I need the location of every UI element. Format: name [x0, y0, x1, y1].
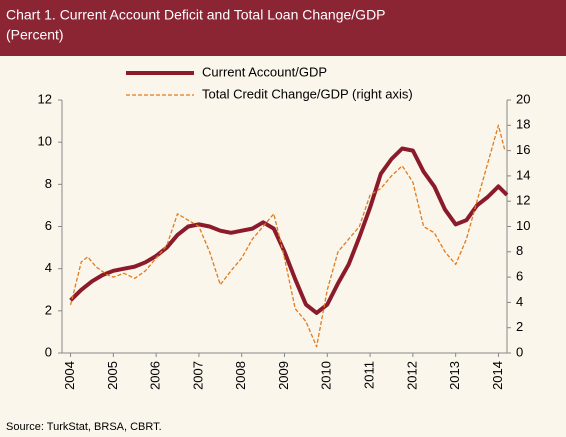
y-tick-label: 12	[38, 91, 52, 106]
y2-tick-label: 10	[516, 218, 530, 233]
y2-tick-label: 8	[516, 243, 523, 258]
chart-subtitle: (Percent)	[6, 27, 64, 43]
x-tick-label: 2006	[148, 361, 163, 390]
y-tick-label: 10	[38, 134, 52, 149]
x-tick-label: 2013	[447, 361, 462, 390]
line-series	[69, 146, 509, 315]
y-tick-label: 6	[45, 218, 52, 233]
source: Source: TurkStat, BRSA, CBRT.	[6, 421, 162, 433]
x-tick-label: 2004	[62, 361, 77, 390]
y-tick-label: 4	[45, 260, 52, 275]
header-band	[0, 0, 566, 56]
x-tick-label: 2010	[319, 361, 334, 390]
y2-tick-label: 0	[516, 344, 523, 359]
y-tick-label: 8	[45, 176, 52, 191]
y2-tick-label: 20	[516, 91, 530, 106]
x-tick-label: 2007	[190, 361, 205, 390]
line-series	[69, 124, 506, 348]
x-tick-label: 2014	[490, 361, 505, 390]
legend-label: Total Credit Change/GDP (right axis)	[202, 86, 413, 101]
x-tick-label: 2011	[362, 361, 377, 389]
y2-tick-label: 12	[516, 193, 530, 208]
y-tick-label: 2	[45, 302, 52, 317]
chart-title: Chart 1. Current Account Deficit and Tot…	[6, 7, 386, 23]
x-tick-label: 2012	[404, 361, 419, 390]
y2-tick-label: 18	[516, 117, 530, 132]
x-tick-label: 2005	[105, 361, 120, 390]
y-tick-label: 0	[45, 344, 52, 359]
y2-tick-label: 2	[516, 319, 523, 334]
y2-tick-label: 14	[516, 167, 530, 182]
y2-tick-label: 6	[516, 269, 523, 284]
y2-tick-label: 4	[516, 294, 523, 309]
x-tick-label: 2008	[233, 361, 248, 390]
legend-label: Current Account/GDP	[202, 64, 327, 79]
x-tick-label: 2009	[276, 361, 291, 390]
y2-tick-label: 16	[516, 142, 530, 157]
